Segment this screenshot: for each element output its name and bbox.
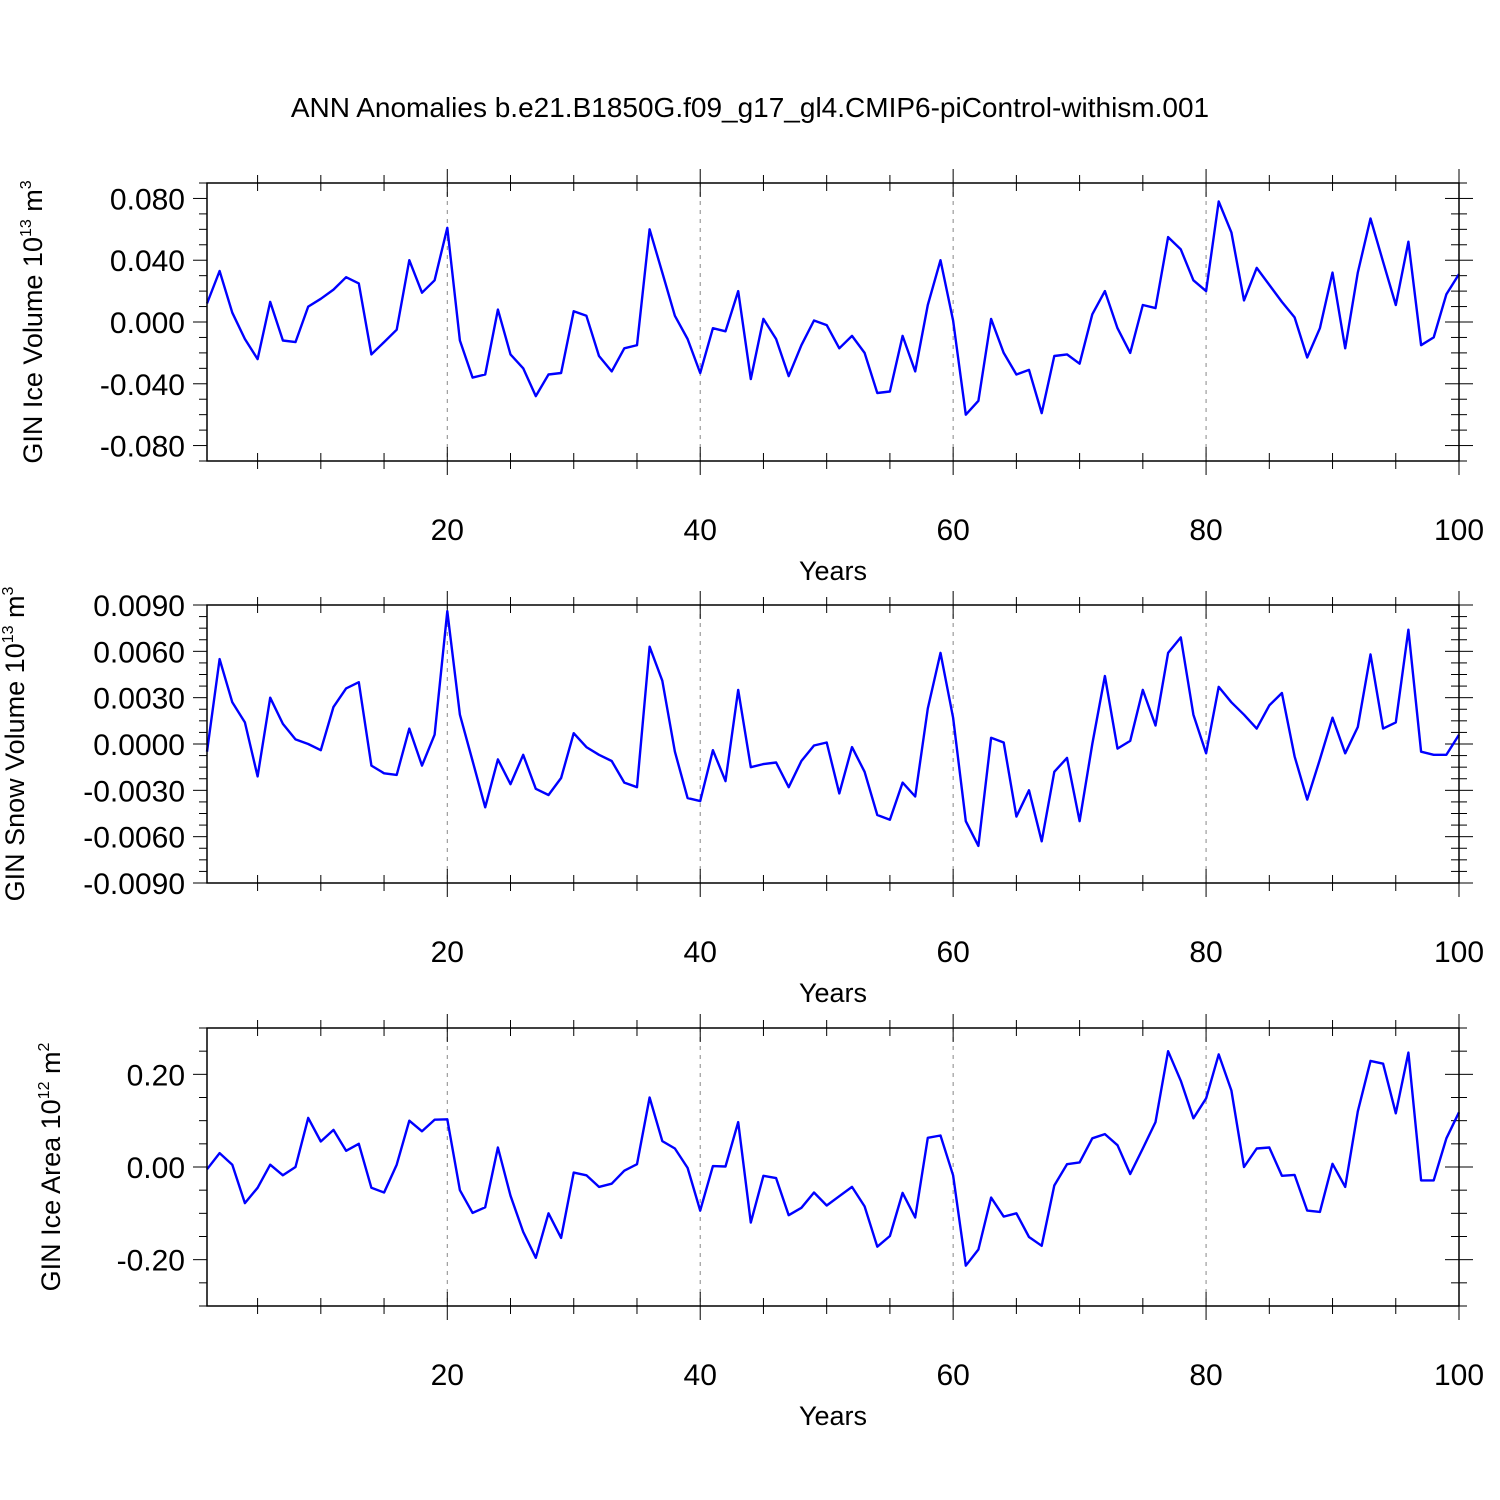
x-tick-label: 80 [1189,514,1222,547]
y-tick-label: 0.0030 [93,683,185,716]
y-tick-label: -0.20 [117,1245,185,1278]
x-tick-label: 20 [431,936,464,969]
x-tick-label: 60 [936,1359,969,1392]
plot-frame [206,1027,1460,1307]
y-tick-label: 0.0060 [93,636,185,669]
page-title: ANN Anomalies b.e21.B1850G.f09_g17_gl4.C… [290,92,1210,123]
y-tick-label: 0.080 [110,183,185,216]
x-tick-label: 20 [431,1359,464,1392]
x-axis-title: Years [799,978,867,1008]
y-tick-label: 0.040 [110,245,185,278]
y-tick-label: -0.040 [100,369,185,402]
y-tick-label: -0.0090 [83,868,185,901]
panel-2: -0.0090 -0.0060 -0.0030 0.0000 0.0030 0.0060 0… [0,586,1484,1008]
y-tick-label: 0.000 [110,307,185,340]
panel-1: -0.080 -0.040 0.000 0.040 0.080 20 40 60 80 100 Ye… [18,169,1484,586]
y-axis-title: GIN Ice Area 1012 m2 [36,1043,66,1292]
x-tick-label: 100 [1434,1359,1484,1392]
x-axis-title: Years [799,1401,867,1431]
y-tick-label: -0.0030 [83,775,185,808]
y-axis-title: GIN Ice Volume 1013 m3 [18,180,48,463]
x-axis-title: Years [799,556,867,586]
x-tick-label: 40 [684,514,717,547]
panel-3: -0.20 0.00 0.20 20 40 60 80 100 Years GIN Ice Are… [36,1014,1484,1431]
plot-frame [206,604,1460,884]
x-tick-label: 40 [684,1359,717,1392]
plot-frame [206,182,1460,462]
x-tick-label: 60 [936,936,969,969]
y-axis-title: GIN Snow Volume 1013 m3 [0,586,30,901]
x-tick-label: 100 [1434,514,1484,547]
x-tick-label: 40 [684,936,717,969]
x-tick-label: 80 [1189,936,1222,969]
y-tick-label: -0.080 [100,431,185,464]
x-tick-label: 100 [1434,936,1484,969]
y-tick-label: -0.0060 [83,822,185,855]
x-tick-label: 80 [1189,1359,1222,1392]
series-line [205,200,1461,416]
x-tick-label: 20 [431,514,464,547]
y-tick-label: 0.0000 [93,729,185,762]
y-tick-label: 0.20 [127,1059,185,1092]
series-line [206,1049,1461,1267]
y-tick-label: 0.00 [127,1152,185,1185]
x-tick-label: 60 [936,514,969,547]
series-line [205,610,1461,848]
y-tick-label: 0.0090 [93,590,185,623]
